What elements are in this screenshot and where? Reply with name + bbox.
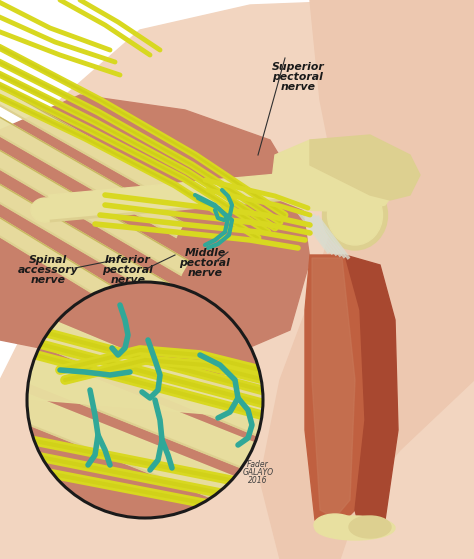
Text: nerve: nerve — [281, 82, 316, 92]
Polygon shape — [272, 140, 400, 212]
Text: Superior: Superior — [272, 62, 324, 72]
Polygon shape — [0, 335, 285, 481]
Polygon shape — [312, 258, 355, 518]
Ellipse shape — [34, 201, 56, 219]
Text: Inferior: Inferior — [105, 255, 151, 265]
Text: pectoral: pectoral — [180, 258, 230, 268]
Text: nerve: nerve — [110, 275, 146, 285]
Polygon shape — [260, 0, 474, 559]
Text: 2016: 2016 — [248, 476, 268, 485]
Polygon shape — [0, 78, 179, 202]
Ellipse shape — [322, 180, 388, 250]
Polygon shape — [49, 172, 301, 221]
Polygon shape — [345, 255, 398, 530]
Text: accessory: accessory — [18, 265, 78, 275]
Polygon shape — [0, 175, 194, 312]
Polygon shape — [0, 377, 285, 523]
Text: pectoral: pectoral — [102, 265, 154, 275]
Text: Middle: Middle — [184, 248, 226, 258]
Ellipse shape — [315, 516, 395, 540]
Polygon shape — [0, 141, 189, 275]
Circle shape — [27, 282, 263, 518]
Ellipse shape — [328, 185, 383, 245]
Polygon shape — [0, 355, 280, 420]
Text: GALAYO: GALAYO — [242, 468, 273, 477]
Text: Fader: Fader — [247, 460, 269, 469]
Polygon shape — [310, 135, 420, 200]
Ellipse shape — [314, 514, 356, 536]
Polygon shape — [0, 292, 285, 443]
Polygon shape — [0, 95, 310, 360]
Ellipse shape — [349, 516, 391, 538]
Text: pectoral: pectoral — [273, 72, 323, 82]
Text: nerve: nerve — [30, 275, 65, 285]
Text: Spinal: Spinal — [29, 255, 67, 265]
Polygon shape — [305, 255, 365, 530]
Text: nerve: nerve — [188, 268, 222, 278]
Ellipse shape — [31, 198, 59, 222]
Polygon shape — [0, 108, 184, 237]
Polygon shape — [0, 208, 189, 347]
